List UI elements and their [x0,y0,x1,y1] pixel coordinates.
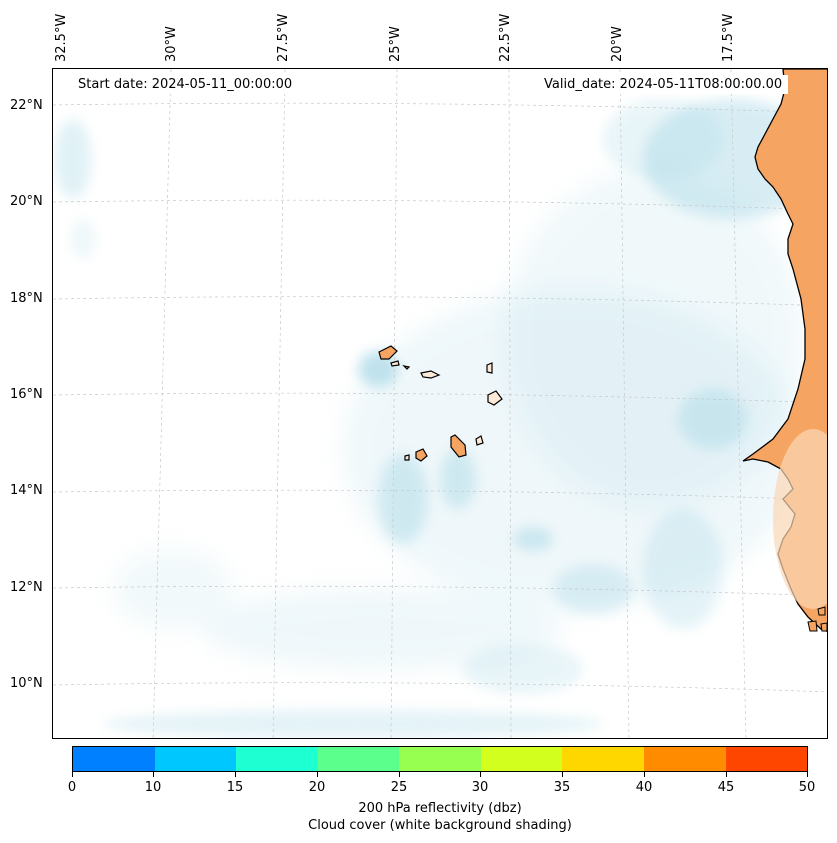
lon-label-25w: 25°W [388,26,403,62]
island-sal [486,362,493,374]
colorbar-sublabel: Cloud cover (white background shading) [308,818,572,833]
valid-date-label: Valid_date: 2024-05-11T08:00:00.00 [538,75,789,94]
colorbar-tick [562,772,563,777]
colorbar-segment-45-50 [725,747,808,771]
colorbar-tick [726,772,727,777]
colorbar-tick [153,772,154,777]
bissagos-islands [807,606,827,632]
colorbar-segment-35-40 [562,747,644,771]
colorbar-tick-label-45: 45 [717,780,735,795]
island-fogo [415,448,428,462]
island-santo-antao [378,345,398,360]
colorbar-segment-0-10 [73,747,155,771]
land-light-tint [773,429,827,609]
colorbar-label: 200 hPa reflectivity (dbz) [358,801,522,816]
colorbar-tick-label-10: 10 [144,780,162,795]
colorbar-segment-15-20 [236,747,318,771]
lat-label-10n: 10°N [10,676,43,691]
graticule [53,69,827,738]
colorbar-tick-label-40: 40 [635,780,653,795]
island-santa-luzia [402,365,411,370]
lat-label-12n: 12°N [10,580,43,595]
lon-label-32-5w: 32.5°W [54,13,69,62]
colorbar-tick [72,772,73,777]
colorbar-tick [807,772,808,777]
lat-label-16n: 16°N [10,387,43,402]
colorbar-tick-label-35: 35 [553,780,571,795]
cape-verde-islands [378,345,503,462]
colorbar-segment-10-15 [154,747,237,771]
lat-label-18n: 18°N [10,291,43,306]
lon-label-20w: 20°W [610,26,625,62]
lon-label-27-5w: 27.5°W [276,13,291,62]
island-sao-nicolau [420,370,441,379]
colorbar-tick [480,772,481,777]
lon-label-22-5w: 22.5°W [498,13,513,62]
colorbar-tick [317,772,318,777]
colorbar-tick-label-50: 50 [798,780,816,795]
colorbar [72,746,808,772]
colorbar-tick [399,772,400,777]
colorbar-tick-label-0: 0 [67,780,77,795]
colorbar-tick [644,772,645,777]
colorbar-tick-label-25: 25 [390,780,408,795]
lon-label-17-5w: 17.5°W [721,13,736,62]
colorbar-tick-label-20: 20 [308,780,326,795]
colorbar-segment-20-25 [317,747,400,771]
map-area[interactable] [52,68,828,739]
lat-label-14n: 14°N [10,483,43,498]
colorbar-tick-label-30: 30 [471,780,489,795]
colorbar-tick [235,772,236,777]
colorbar-segment-40-45 [643,747,726,771]
lat-label-20n: 20°N [10,194,43,209]
colorbar-tick-label-15: 15 [226,780,244,795]
colorbar-segment-25-30 [399,747,481,771]
map-canvas [53,69,827,738]
cloud-cover-layer [55,99,823,738]
colorbar-segment-30-35 [480,747,563,771]
start-date-label: Start date: 2024-05-11_00:00:00 [72,75,299,94]
island-boa-vista [487,390,503,406]
island-maio [475,435,484,446]
island-sao-vicente [390,360,400,367]
lon-label-30w: 30°W [164,26,179,62]
island-santiago [450,434,467,458]
lat-label-22n: 22°N [10,98,43,113]
island-brava [404,454,410,461]
